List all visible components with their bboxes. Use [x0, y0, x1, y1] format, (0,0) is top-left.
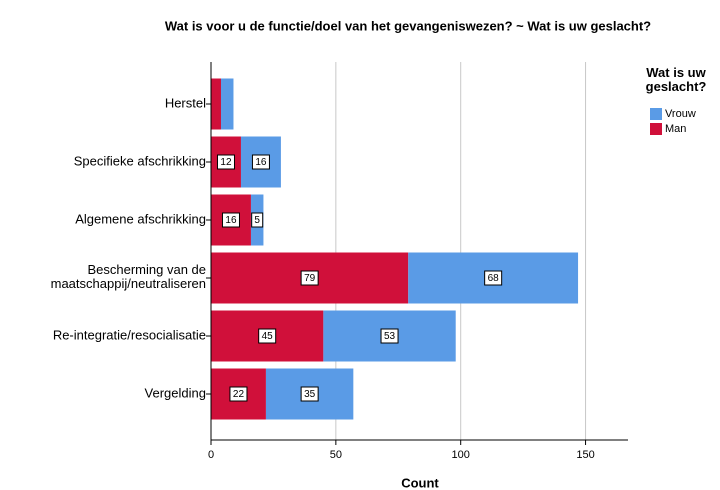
- value-label-box: [229, 386, 248, 402]
- value-label: 53: [384, 331, 396, 342]
- legend-swatch: [650, 108, 662, 120]
- x-tick-label: 100: [452, 449, 470, 461]
- legend-title: Wat is uw geslacht?: [646, 65, 707, 94]
- y-tick-label: Herstel: [165, 95, 206, 110]
- value-label: 16: [225, 215, 237, 226]
- y-tick-label: Vergelding: [145, 385, 206, 400]
- y-tick-label: Algemene afschrikking: [75, 211, 206, 226]
- value-label: 22: [233, 389, 245, 400]
- value-label: 16: [255, 157, 267, 168]
- value-label: 79: [304, 273, 316, 284]
- value-label-box: [300, 386, 319, 402]
- value-label-box: [380, 328, 399, 344]
- y-tick-label: Bescherming van de maatschappij/neutralis…: [51, 262, 206, 291]
- x-tick-label: 0: [208, 449, 214, 461]
- legend-label: Vrouw: [665, 108, 696, 120]
- bar-segment: [211, 78, 221, 130]
- value-label-box: [251, 154, 270, 170]
- y-tick-label: Specifieke afschrikking: [74, 153, 206, 168]
- x-axis-label: Count: [401, 475, 439, 490]
- value-label-box: [258, 328, 277, 344]
- value-label: 35: [304, 389, 316, 400]
- value-label: 45: [262, 331, 274, 342]
- x-tick-label: 150: [576, 449, 594, 461]
- value-label: 68: [488, 273, 500, 284]
- value-label-box: [300, 270, 319, 286]
- value-label-box: [221, 212, 240, 228]
- legend-label: Man: [665, 123, 686, 135]
- legend-swatch: [650, 123, 662, 135]
- value-label-box: [216, 154, 235, 170]
- chart-title: Wat is voor u de functie/doel van het ge…: [165, 18, 651, 33]
- y-tick-label: Re-integratie/resocialisatie: [53, 327, 206, 342]
- value-label-box: [484, 270, 503, 286]
- bar-segment: [220, 78, 234, 130]
- value-label-box: [251, 212, 264, 228]
- x-tick-label: 50: [330, 449, 342, 461]
- value-label: 12: [220, 157, 232, 168]
- value-label: 5: [254, 215, 260, 226]
